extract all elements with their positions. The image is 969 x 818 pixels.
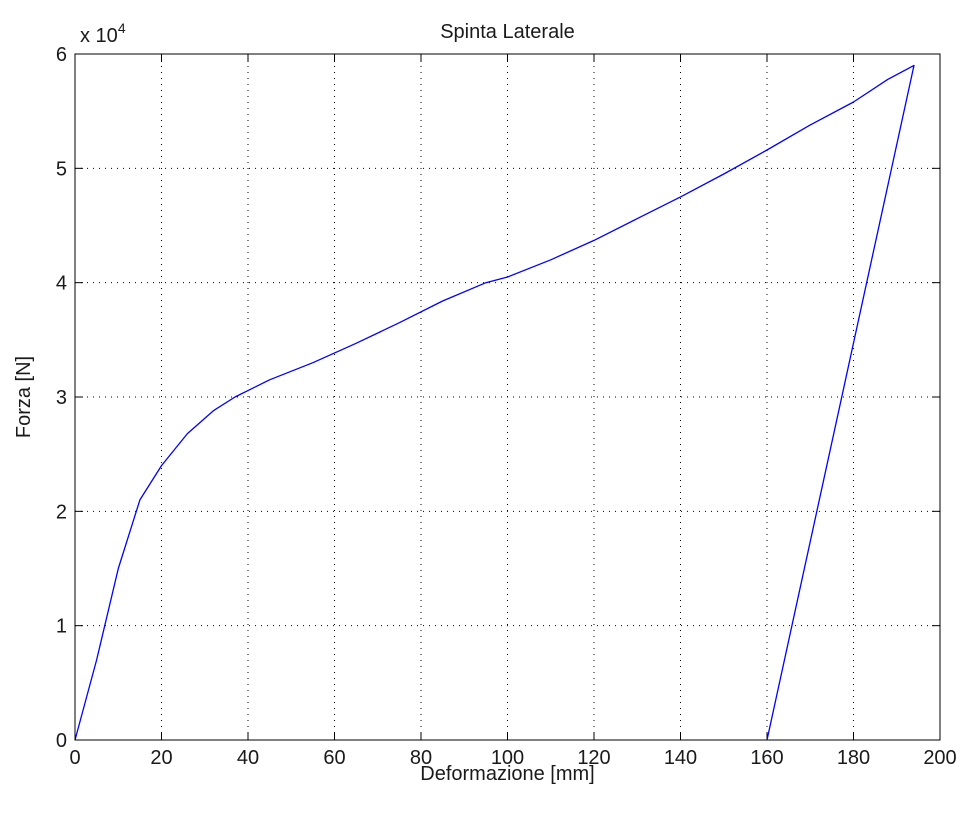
y-tick-label: 3 — [56, 387, 67, 409]
x-tick-label: 0 — [69, 747, 80, 769]
y-tick-label: 2 — [56, 501, 67, 523]
y-axis-label: Forza [N] — [13, 356, 35, 438]
x-tick-label: 200 — [923, 747, 956, 769]
x-tick-label: 180 — [837, 747, 870, 769]
x-tick-label: 60 — [323, 747, 345, 769]
y-axis-exponent: x 104 — [80, 20, 126, 47]
y-tick-label: 4 — [56, 273, 67, 295]
x-tick-label: 120 — [577, 747, 610, 769]
y-tick-label: 6 — [56, 44, 67, 66]
y-tick-label: 0 — [56, 730, 67, 752]
grid — [75, 54, 940, 740]
y-axis-exponent-power: 4 — [118, 20, 126, 36]
y-axis-exponent-base: x 10 — [80, 25, 118, 47]
x-tick-label: 160 — [750, 747, 783, 769]
y-tick-label: 1 — [56, 616, 67, 638]
x-tick-label: 100 — [491, 747, 524, 769]
chart-title: Spinta Laterale — [440, 21, 575, 43]
series-line — [74, 64, 915, 741]
series-layer — [74, 64, 915, 741]
y-tick-label: 5 — [56, 158, 67, 180]
x-tick-label: 20 — [150, 747, 172, 769]
axis-ticks: 0 20 40 60 80 100 120 140 160 180 200 0 1 2 3 4 5 6 — [56, 44, 957, 769]
x-tick-label: 140 — [664, 747, 697, 769]
x-tick-label: 80 — [410, 747, 432, 769]
x-tick-label: 40 — [237, 747, 259, 769]
x-axis-label: Deformazione [mm] — [420, 763, 595, 785]
